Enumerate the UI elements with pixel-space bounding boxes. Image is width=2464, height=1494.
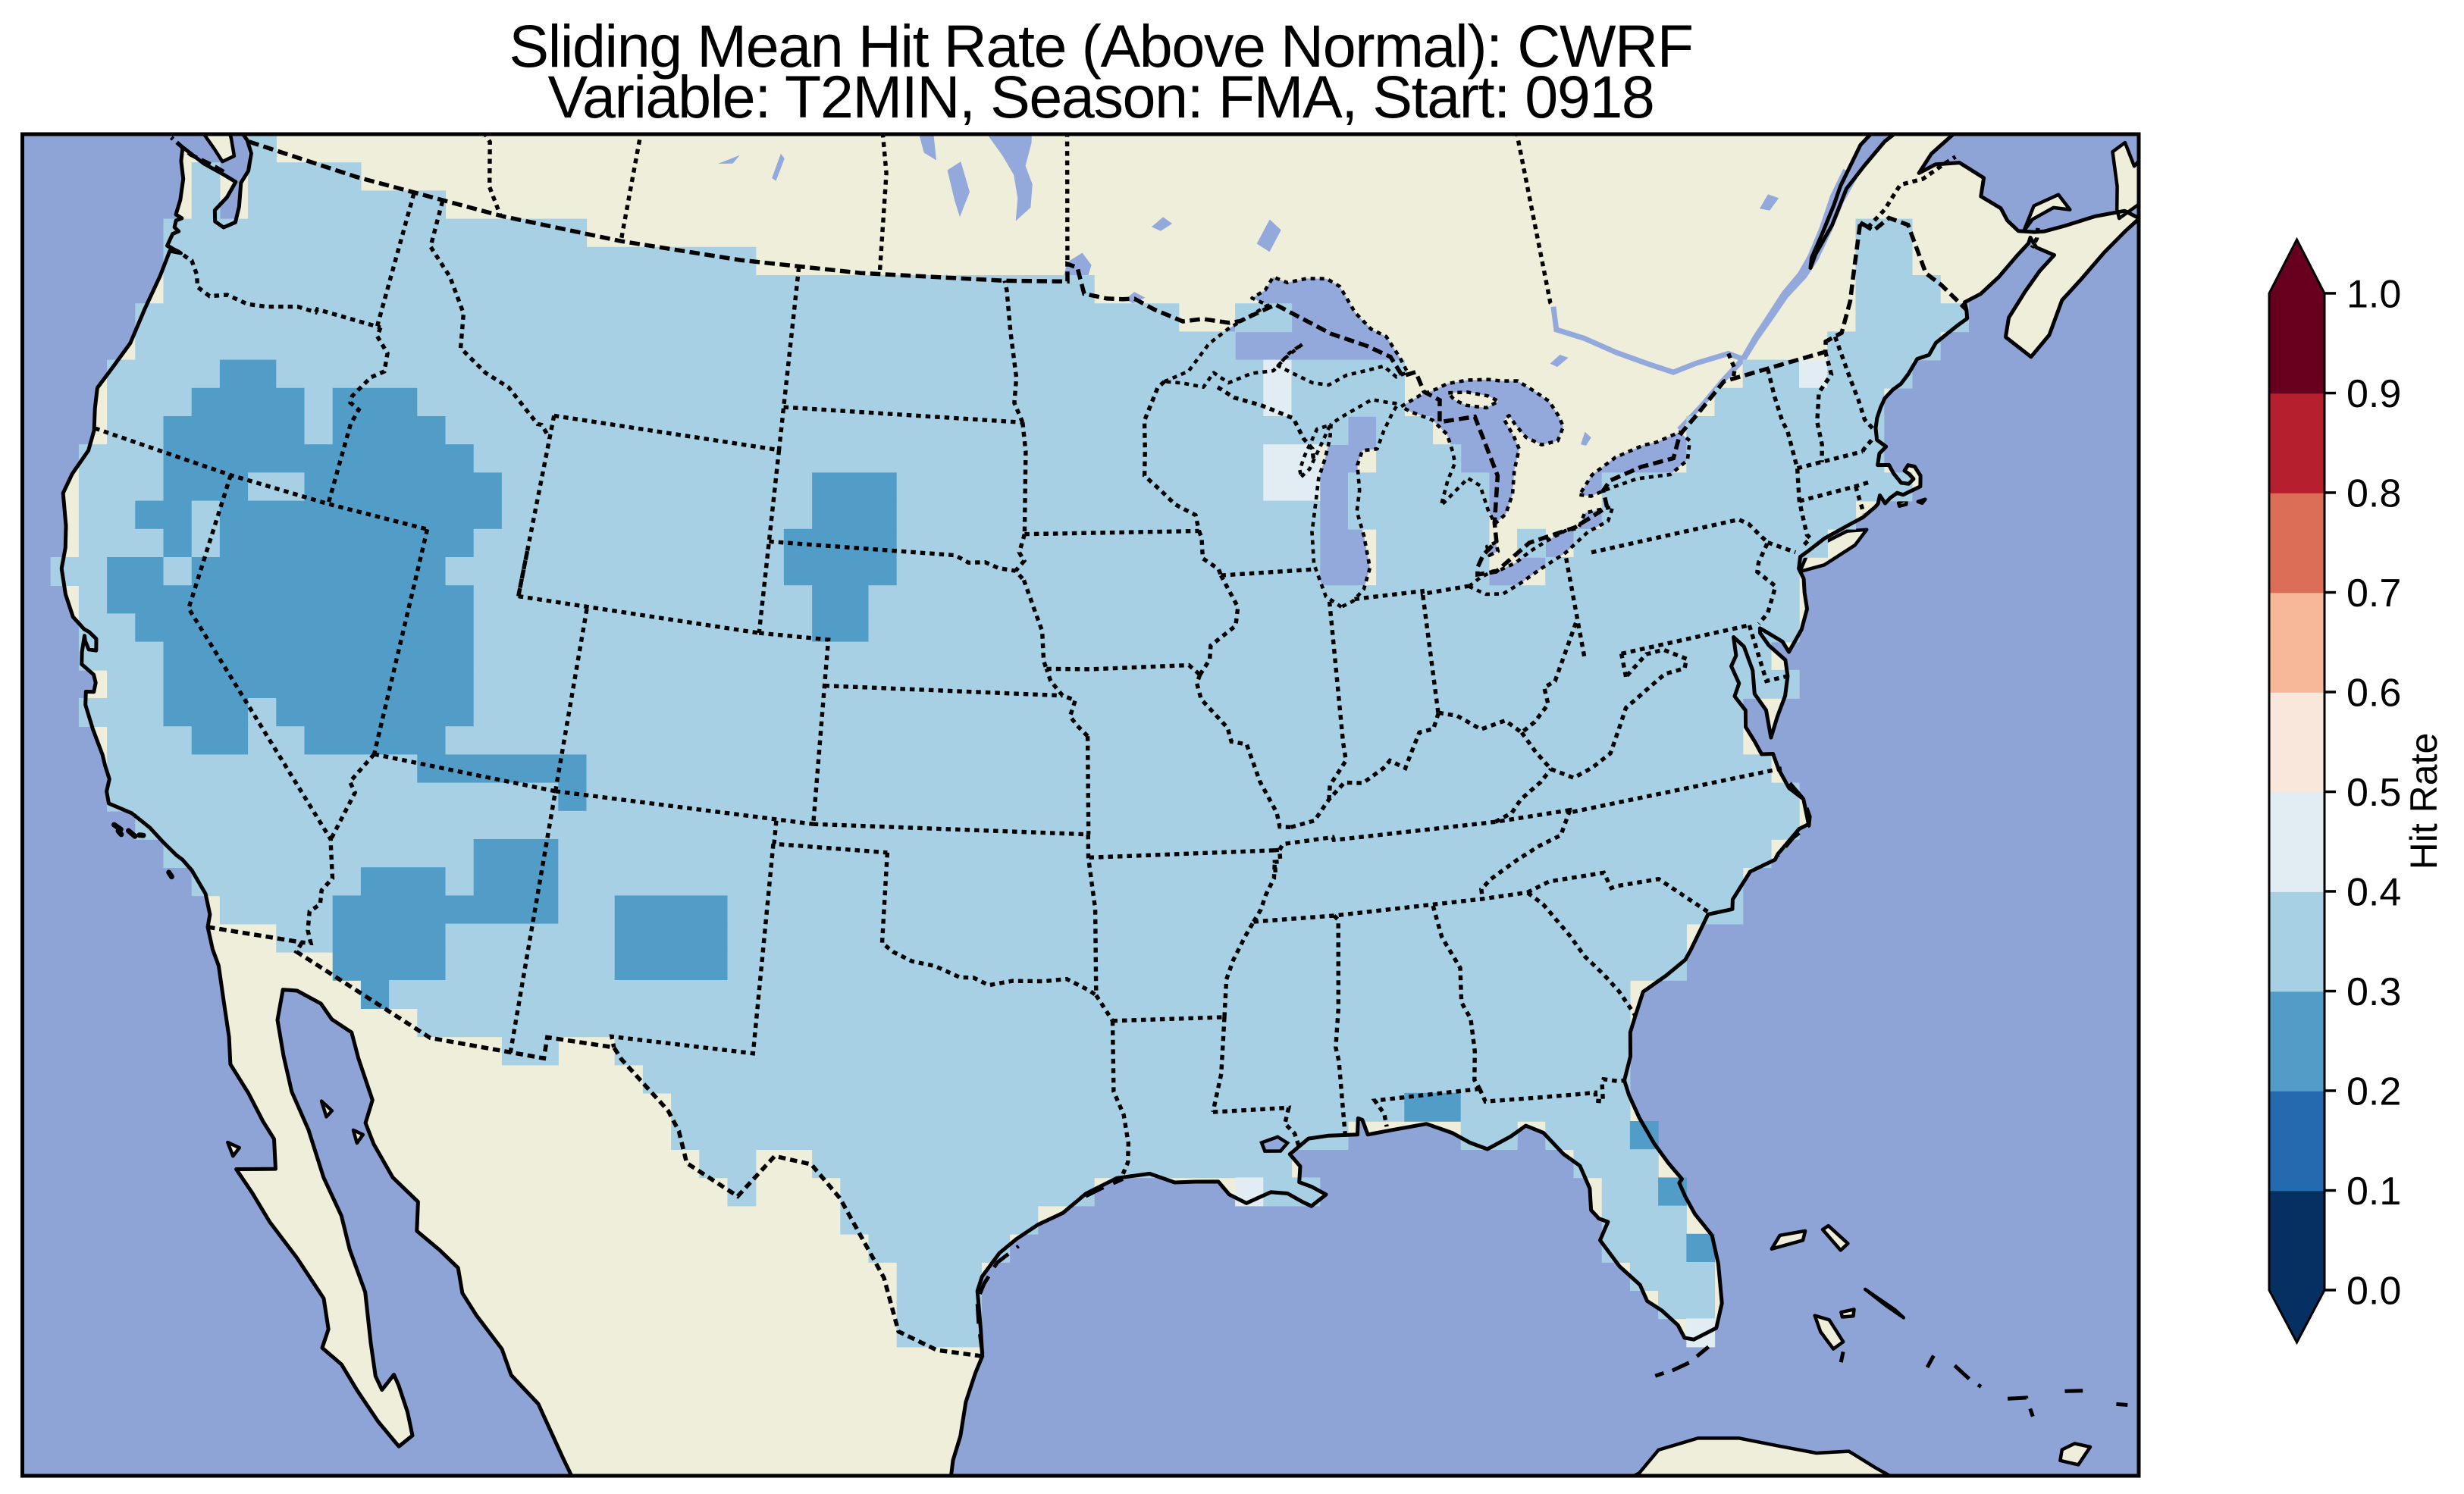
svg-text:Sliding Mean Hit Rate (Above N: Sliding Mean Hit Rate (Above Normal): CW…: [509, 12, 1692, 80]
svg-text:0.1: 0.1: [2346, 1170, 2401, 1214]
svg-text:0.6: 0.6: [2346, 672, 2401, 716]
svg-text:0.0: 0.0: [2346, 1270, 2401, 1314]
svg-text:0.5: 0.5: [2346, 771, 2401, 815]
svg-text:Variable: T2MIN, Season: FMA,: Variable: T2MIN, Season: FMA, Start: 091…: [548, 63, 1654, 130]
svg-text:0.9: 0.9: [2346, 372, 2401, 416]
svg-text:Hit Rate: Hit Rate: [2403, 733, 2445, 870]
svg-text:0.2: 0.2: [2346, 1070, 2401, 1114]
svg-text:0.7: 0.7: [2346, 572, 2401, 615]
svg-text:0.8: 0.8: [2346, 472, 2401, 516]
svg-text:0.4: 0.4: [2346, 871, 2401, 915]
svg-text:0.3: 0.3: [2346, 970, 2401, 1014]
svg-text:1.0: 1.0: [2346, 273, 2401, 317]
